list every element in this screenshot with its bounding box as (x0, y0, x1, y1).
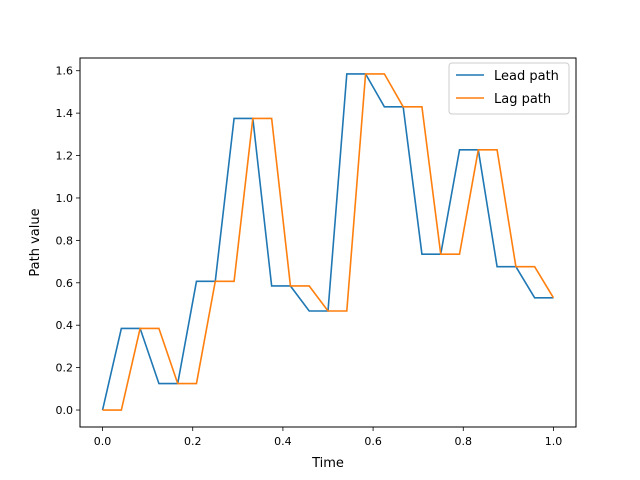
legend-label-lead-path: Lead path (494, 69, 559, 84)
y-tick-label: 1.4 (56, 107, 74, 120)
x-tick-label: 0.6 (364, 435, 382, 448)
x-tick-label: 1.0 (545, 435, 563, 448)
x-axis: 0.0 0.2 0.4 0.6 0.8 1.0 (94, 427, 562, 448)
y-tick-label: 0.2 (56, 362, 74, 375)
x-tick-label: 0.0 (94, 435, 112, 448)
y-tick-label: 0.0 (56, 404, 74, 417)
y-tick-label: 1.6 (56, 65, 74, 78)
y-axis: 0.0 0.2 0.4 0.6 0.8 1.0 1.2 1.4 1.6 (56, 65, 80, 417)
y-tick-label: 0.6 (56, 277, 74, 290)
y-tick-label: 0.8 (56, 234, 74, 247)
series-layer (101, 73, 555, 411)
y-tick-label: 1.2 (56, 150, 74, 163)
plot-frame (79, 57, 577, 428)
x-tick-label: 0.2 (184, 435, 202, 448)
legend: Lead path Lag path (448, 62, 570, 115)
x-tick-label: 0.8 (455, 435, 473, 448)
y-tick-label: 0.4 (56, 319, 74, 332)
x-axis-label: Time (311, 456, 344, 471)
y-tick-label: 1.0 (56, 192, 74, 205)
x-tick-label: 0.4 (274, 435, 292, 448)
y-axis-label: Path value (28, 208, 43, 276)
legend-label-lag-path: Lag path (494, 92, 551, 107)
series-line-lag-path (102, 73, 555, 411)
